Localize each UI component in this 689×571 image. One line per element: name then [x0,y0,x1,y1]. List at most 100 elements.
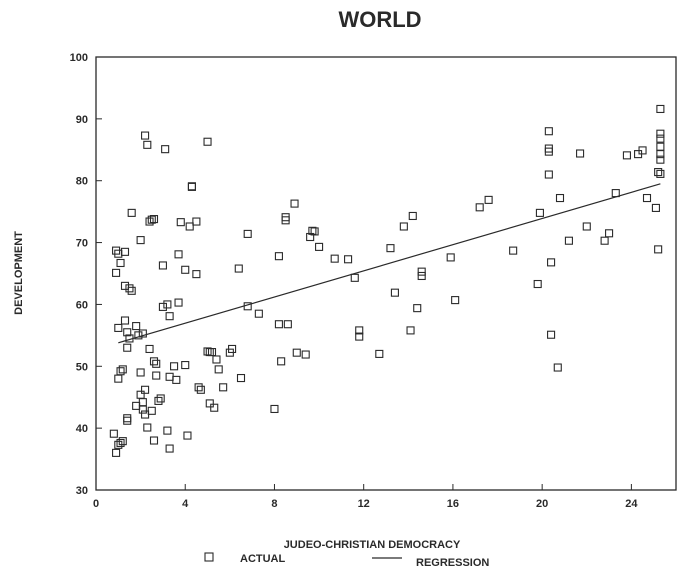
data-point [145,217,154,226]
x-tick-label: 12 [358,498,370,510]
data-point [292,348,301,357]
data-point [158,302,167,311]
data-point [642,193,652,203]
legend-actual-label: ACTUAL [240,553,285,565]
y-tick-label: 60 [76,299,88,311]
data-point [114,374,123,383]
data-point [355,326,364,335]
data-point [290,199,299,208]
data-point [350,273,359,282]
data-point [138,405,147,414]
data-point [136,236,145,245]
data-point [446,253,455,262]
data-point [310,227,319,236]
data-point [141,410,150,419]
data-point [315,242,324,251]
data-point [386,244,395,253]
data-point [161,145,170,154]
data-point [120,316,130,325]
data-point [451,296,460,305]
data-point [143,140,152,149]
data-point [535,208,544,217]
data-point [118,437,127,446]
data-point [544,144,553,153]
data-point [120,281,130,290]
x-tick-label: 4 [182,498,189,510]
y-axis: 30 40 50 60 70 80 90 100 [70,52,102,497]
data-point [306,232,315,242]
x-tick-label: 24 [625,498,638,510]
data-point [116,367,125,376]
data-point [417,271,426,281]
data-point [165,372,174,381]
x-tick-label: 8 [271,498,277,510]
data-point [564,236,573,245]
data-point [185,222,194,231]
actual-series [109,104,665,457]
plot-border [95,56,677,491]
data-point [127,286,136,295]
data-point [127,208,136,217]
data-point [656,155,665,164]
data-point [109,429,118,438]
data-point [174,298,183,307]
data-point [406,326,415,335]
data-point [181,265,190,274]
y-tick-label: 90 [76,114,88,126]
data-point [149,436,159,445]
data-point [622,151,631,160]
regression-line [118,183,661,344]
data-point [125,284,134,293]
plot-area [95,56,677,491]
data-point [274,252,283,261]
data-point [212,355,221,364]
data-point [228,344,237,354]
data-point [408,211,417,221]
x-tick-label: 16 [447,498,459,510]
data-point [165,444,174,453]
data-point [205,399,214,408]
data-point [112,246,121,255]
data-point [210,403,219,412]
legend-regression-label: REGRESSION [416,557,489,569]
data-point [203,347,212,356]
data-point [375,349,384,358]
data-point [132,322,141,331]
data-point [576,149,585,158]
data-point [116,438,125,448]
legend: ACTUAL REGRESSION [204,552,489,569]
data-point [509,246,518,255]
y-tick-label: 80 [76,176,88,188]
y-tick-label: 100 [70,52,88,64]
data-point [134,331,143,340]
data-point [123,328,132,337]
data-point [152,359,161,368]
data-point [163,300,172,309]
data-point [132,401,141,410]
data-point [236,373,246,383]
data-point [544,127,553,136]
data-point [118,365,127,374]
data-point [125,334,134,343]
data-point [600,236,609,245]
data-point [654,245,663,254]
data-point [475,203,484,212]
data-point [141,131,150,140]
data-point [390,288,399,297]
data-point [344,255,353,264]
data-point [187,182,196,191]
data-point [203,137,212,146]
data-point [243,302,252,311]
data-point [120,247,130,256]
data-point [123,416,132,425]
data-point [145,344,154,354]
data-point [654,168,663,177]
data-point [656,129,665,138]
chart-title: WORLD [338,7,421,32]
data-point [413,304,422,313]
data-point [147,215,156,224]
data-point [553,363,562,372]
y-tick-label: 30 [76,485,88,497]
data-point [136,368,145,377]
data-point [112,448,121,457]
